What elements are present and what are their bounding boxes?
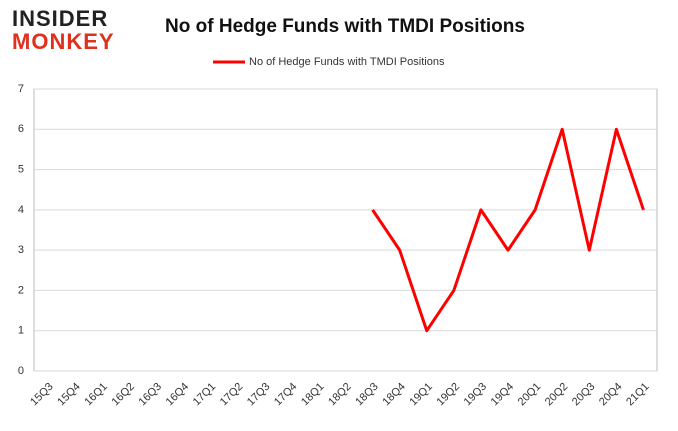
x-tick-label: 16Q3 (137, 381, 165, 409)
y-tick-label: 0 (18, 365, 24, 377)
x-tick-label: 17Q3 (245, 381, 273, 409)
y-tick-label: 5 (18, 163, 24, 175)
logo-line2: MONKEY (12, 29, 115, 54)
x-tick-label: 20Q2 (543, 381, 571, 409)
x-tick-label: 15Q4 (55, 381, 83, 409)
x-tick-label: 18Q3 (353, 381, 381, 409)
y-tick-label: 3 (18, 244, 24, 256)
x-tick-label: 18Q1 (299, 381, 327, 409)
x-tick-label: 17Q2 (218, 381, 246, 409)
x-tick-label: 16Q4 (164, 381, 192, 409)
series-line (371, 127, 645, 333)
x-tick-label: 19Q2 (435, 381, 463, 409)
x-tick-label: 17Q4 (272, 381, 300, 409)
x-tick-label: 19Q1 (407, 381, 435, 409)
x-tick-label: 20Q3 (570, 381, 598, 409)
x-tick-label: 19Q3 (462, 381, 490, 409)
logo-line1: INSIDER (12, 6, 108, 31)
x-tick-label: 17Q1 (191, 381, 219, 409)
y-tick-label: 6 (18, 123, 24, 135)
x-tick-label: 16Q2 (109, 381, 137, 409)
y-tick-label: 2 (18, 284, 24, 296)
x-tick-label: 20Q4 (597, 381, 625, 409)
x-tick-label: 18Q4 (380, 381, 408, 409)
legend-label: No of Hedge Funds with TMDI Positions (249, 56, 445, 68)
x-tick-label: 19Q4 (489, 381, 517, 409)
x-tick-label: 18Q2 (326, 381, 354, 409)
x-tick-label: 15Q3 (28, 381, 56, 409)
chart-title: No of Hedge Funds with TMDI Positions (165, 16, 525, 37)
y-tick-label: 1 (18, 325, 24, 337)
y-tick-label: 4 (18, 204, 24, 216)
x-tick-label: 21Q1 (624, 381, 652, 409)
x-tick-label: 16Q1 (82, 381, 110, 409)
x-tick-label: 20Q1 (516, 381, 544, 409)
y-tick-label: 7 (18, 83, 24, 95)
